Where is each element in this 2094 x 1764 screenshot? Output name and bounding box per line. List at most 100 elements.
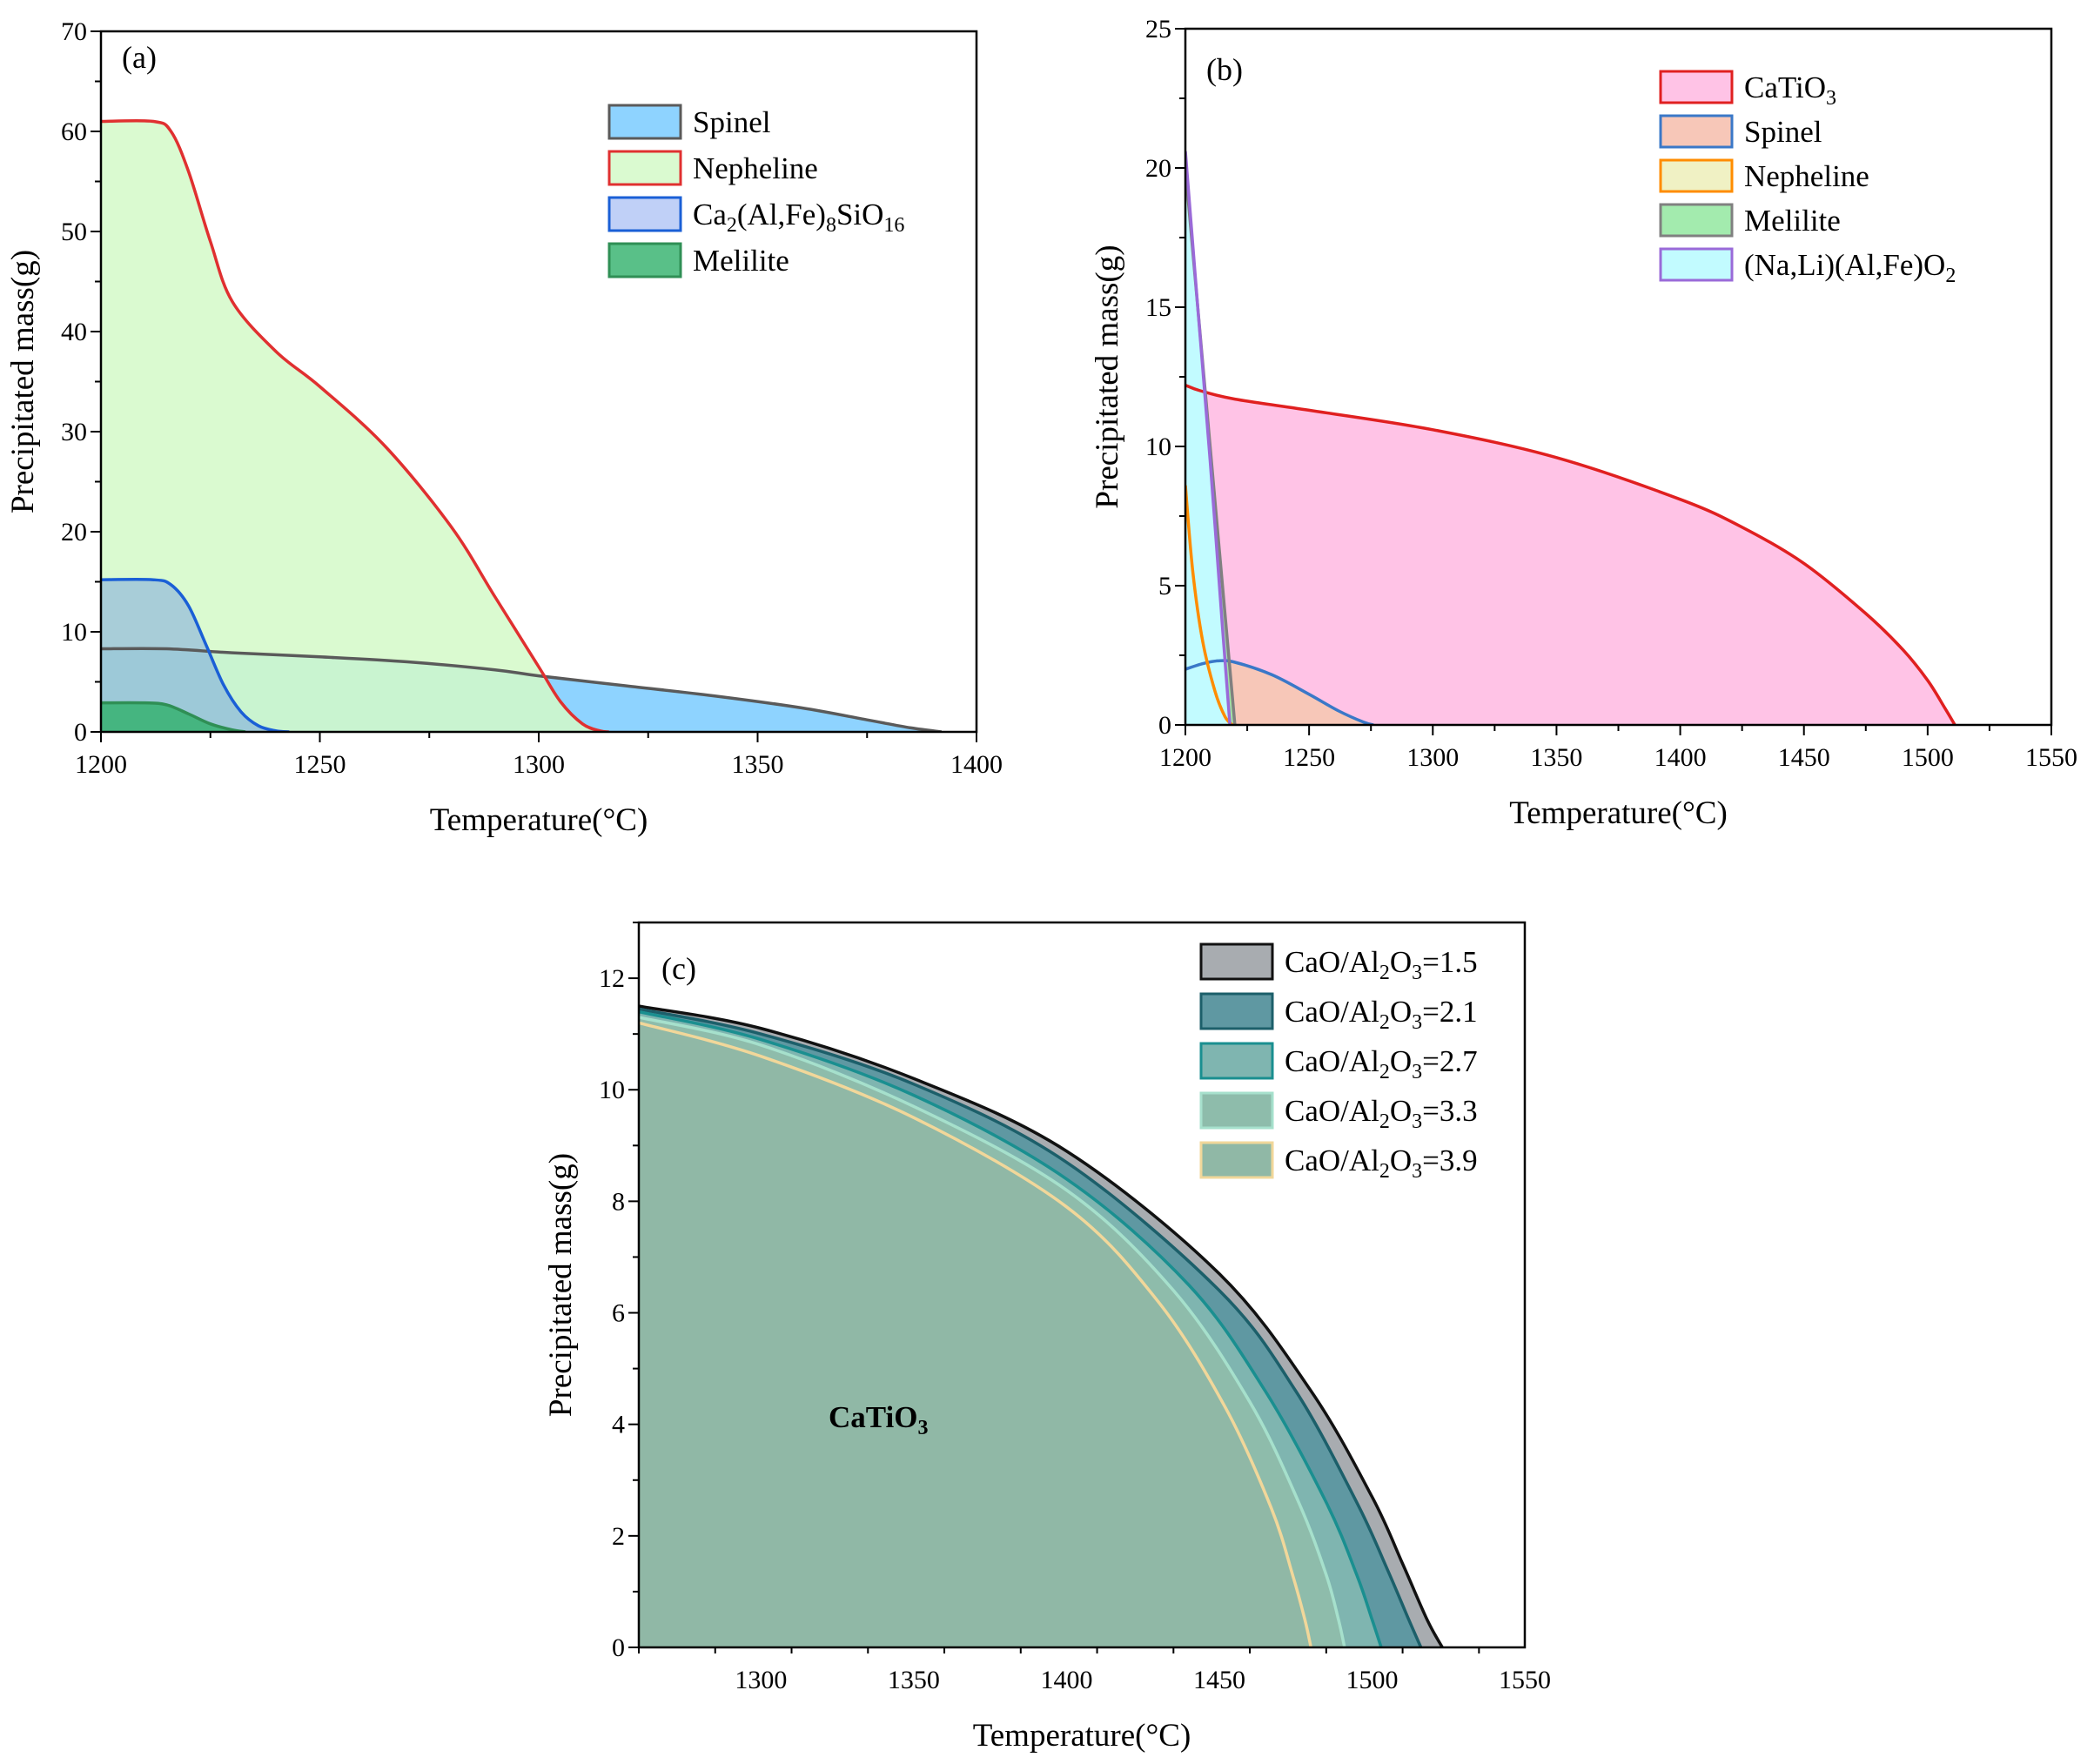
panel-label: (c): [661, 951, 696, 986]
x-tick-label: 1500: [1346, 1666, 1398, 1694]
y-tick-label: 10: [61, 618, 87, 647]
y-tick-label: 50: [61, 218, 87, 246]
legend-swatch: [1199, 1141, 1274, 1179]
legend: CaO/Al2​O3​=1.5 CaO/Al2​O3​=2.1 CaO/Al2​O3…: [1199, 942, 1478, 1183]
x-tick-label: 1350: [888, 1666, 940, 1694]
legend-entry-label: Melilite: [693, 244, 789, 278]
legend-swatch: [1199, 1091, 1274, 1130]
legend-entry-label: CaO/Al2​O3​=3.9: [1285, 1144, 1478, 1183]
legend-swatch: [607, 196, 682, 232]
plot-area: [101, 118, 942, 732]
x-tick-label: 1250: [294, 750, 346, 779]
legend-entry-label: CaTiO3​: [1744, 70, 1836, 110]
panel-a-chart: 1200 1250 1300 1350 1400 0 10 20 30 40 50 60 70 Tempe…: [5, 17, 1003, 838]
x-tick-label: 1300: [1406, 743, 1459, 772]
legend-swatch: [1199, 942, 1274, 981]
x-tick-label: 1550: [2025, 743, 2077, 772]
y-tick-label: 30: [61, 418, 87, 446]
panel-label: (a): [122, 40, 157, 75]
x-tick-label: 1500: [1902, 743, 1954, 772]
y-tick-label: 70: [61, 17, 87, 46]
series-line-1: [639, 1007, 1423, 1647]
legend-swatch: [1659, 70, 1734, 104]
series-line-0: [639, 1004, 1444, 1647]
series-line-3: [101, 701, 246, 732]
series-line-2: [101, 578, 290, 732]
legend-entry-label: Spinel: [693, 105, 771, 139]
legend-swatch: [1199, 1042, 1274, 1080]
y-tick-label: 15: [1145, 293, 1171, 322]
series-line-0: [101, 647, 942, 732]
y-axis-title: Precipitated mass(g): [5, 250, 41, 513]
y-tick-label: 6: [612, 1299, 625, 1328]
legend-entry-label: Melilite: [1744, 204, 1841, 238]
series-area-1: [101, 120, 609, 732]
panel-c-chart: 1300 1350 1400 1450 1500 1550 0 2 4 6 8 10 12 Tempera…: [543, 921, 1551, 1754]
legend-swatch: [1199, 992, 1274, 1030]
series-line-0: [1185, 383, 1956, 725]
y-tick-label: 12: [599, 964, 625, 993]
legend-swatch: [1659, 158, 1734, 193]
y-tick-label: 2: [612, 1522, 625, 1551]
y-tick-label: 0: [74, 718, 87, 747]
x-tick-label: 1350: [732, 750, 784, 779]
legend-swatch: [1659, 247, 1734, 282]
y-axis-title: Precipitated mass(g): [1090, 245, 1125, 508]
legend: CaTiO3​ Spinel Nepheline Melilite (Na,Li)(Al…: [1659, 70, 1956, 287]
x-axis-title: Temperature(°C): [430, 802, 648, 838]
series-line-4: [639, 1021, 1312, 1647]
x-tick-label: 1400: [1040, 1666, 1092, 1694]
legend-entry-label: CaO/Al2​O3​=1.5: [1285, 945, 1478, 984]
plot-area: [639, 1004, 1444, 1647]
legend-entry-label: CaO/Al2​O3​=3.3: [1285, 1094, 1478, 1133]
legend-swatch: [607, 104, 682, 140]
x-tick-label: 1400: [950, 750, 1003, 779]
x-tick-label: 1400: [1654, 743, 1707, 772]
y-tick-label: 20: [1145, 154, 1171, 183]
panel-b-chart: 1200 1250 1300 1350 1400 1450 1500 1550 0 5 10 15 20…: [1090, 15, 2077, 831]
series-line-2: [639, 1009, 1383, 1647]
legend-entry-label: (Na,Li)(Al,Fe)O2​: [1744, 248, 1956, 287]
legend-swatch: [1659, 114, 1734, 149]
series-line-3: [639, 1016, 1346, 1647]
legend-entry-label: CaO/Al2​O3​=2.7: [1285, 1044, 1478, 1083]
x-tick-label: 1550: [1499, 1666, 1551, 1694]
series-area-4: [639, 1023, 1312, 1647]
y-tick-label: 8: [612, 1187, 625, 1216]
y-tick-label: 40: [61, 318, 87, 346]
legend-swatch: [1659, 203, 1734, 238]
y-tick-label: 10: [599, 1076, 625, 1104]
x-tick-label: 1450: [1193, 1666, 1245, 1694]
x-tick-label: 1250: [1283, 743, 1335, 772]
legend-entry-label: Spinel: [1744, 115, 1822, 149]
x-tick-label: 1300: [513, 750, 565, 779]
x-tick-label: 1350: [1530, 743, 1582, 772]
y-tick-label: 0: [612, 1633, 625, 1662]
legend: Spinel Nepheline Ca2​(Al,Fe)8​SiO16​ Melili…: [607, 104, 904, 278]
x-tick-label: 1450: [1778, 743, 1830, 772]
x-axis-title: Temperature(°C): [1509, 795, 1728, 831]
series-line-1: [101, 118, 609, 732]
legend-swatch: [607, 150, 682, 186]
plot-area: [1185, 151, 1956, 725]
y-axis-title: Precipitated mass(g): [543, 1153, 579, 1417]
series-line-4: [1185, 151, 1232, 725]
panel-label: (b): [1206, 52, 1243, 87]
x-axis-title: Temperature(°C): [973, 1718, 1191, 1754]
y-tick-label: 25: [1145, 15, 1171, 44]
y-tick-label: 20: [61, 518, 87, 547]
y-tick-label: 60: [61, 117, 87, 146]
y-tick-label: 4: [612, 1411, 625, 1439]
y-tick-label: 10: [1145, 433, 1171, 461]
y-tick-label: 0: [1158, 711, 1171, 740]
plot-frame: [637, 921, 1527, 1649]
legend-swatch: [607, 242, 682, 278]
legend-entry-label: Nepheline: [693, 151, 818, 185]
x-tick-label: 1200: [75, 750, 127, 779]
series-area-2: [101, 579, 290, 732]
x-tick-label: 1300: [735, 1666, 787, 1694]
series-area-0: [1185, 385, 1956, 725]
chart-annotation: CaTiO3​: [829, 1400, 928, 1439]
legend-entry-label: Ca2​(Al,Fe)8​SiO16​: [693, 198, 904, 237]
